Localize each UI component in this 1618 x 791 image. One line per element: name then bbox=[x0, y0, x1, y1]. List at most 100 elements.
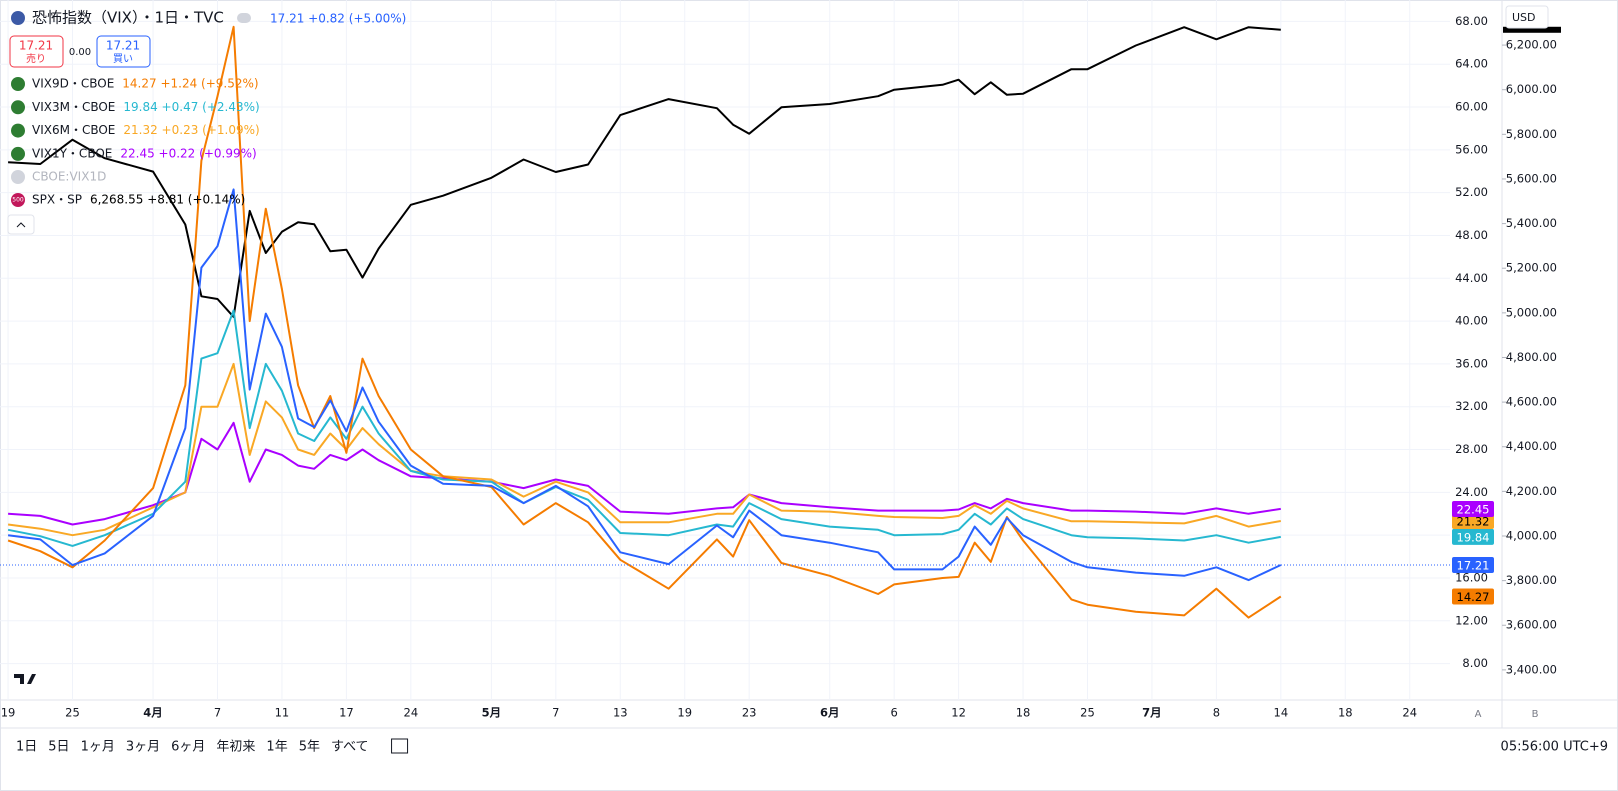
scale-button[interactable]: A bbox=[1475, 709, 1482, 720]
x-tick-label: 24 bbox=[404, 706, 419, 720]
range-button[interactable]: 6ヶ月 bbox=[171, 740, 205, 755]
range-button[interactable]: 5日 bbox=[48, 740, 69, 755]
legend-name: VIX3M・CBOE bbox=[32, 100, 115, 114]
x-tick-label: 18 bbox=[1016, 706, 1031, 720]
legend: 恐怖指数（VIX）・1日・TVC 17.21 +0.82 (+5.00%) 17.2… bbox=[7, 9, 406, 235]
price-tag bbox=[1503, 26, 1561, 33]
x-tick-label: 6月 bbox=[820, 706, 840, 720]
y2-tick-label: 5,000.00 bbox=[1506, 305, 1557, 319]
range-button[interactable]: 1日 bbox=[16, 740, 37, 755]
legend-icon bbox=[11, 146, 25, 161]
sell-label: 売り bbox=[26, 52, 46, 65]
x-tick-label: 17 bbox=[339, 706, 354, 720]
legend-quote: 6,268.55 +8.81 (+0.14%) bbox=[90, 193, 245, 207]
series-line bbox=[7, 25, 1282, 619]
y-tick-label: 8.00 bbox=[1462, 656, 1488, 670]
x-tick-label: 14 bbox=[1274, 706, 1289, 720]
legend-name: VIX1Y・CBOE bbox=[32, 146, 112, 160]
series-line bbox=[8, 26, 1281, 318]
currency-box[interactable] bbox=[1505, 5, 1549, 29]
buy-button[interactable] bbox=[96, 35, 151, 68]
range-button[interactable]: 年初来 bbox=[216, 740, 255, 755]
y2-tick-label: 4,400.00 bbox=[1506, 439, 1557, 453]
logo-mark bbox=[14, 674, 36, 684]
x-tick-label: 19 bbox=[1, 706, 16, 720]
price-tag bbox=[1452, 557, 1494, 574]
collapse-icon bbox=[16, 222, 26, 228]
toolbar: USD 1日 5日 1ヶ月 3ヶ月 6ヶ月 年初来 1年 5年 すべて 05:56:00 UTC+9… bbox=[14, 5, 1608, 755]
collapse-button[interactable] bbox=[7, 214, 35, 235]
x-tick-label: 24 bbox=[1402, 706, 1417, 720]
price-tag-label: 22.45 bbox=[1457, 502, 1490, 516]
sell-price: 17.21 bbox=[19, 39, 53, 53]
legend-icon bbox=[11, 100, 25, 115]
y-tick-label: 12.00 bbox=[1455, 613, 1488, 627]
y2-tick-label: 5,800.00 bbox=[1506, 127, 1557, 141]
series-line bbox=[8, 421, 1281, 526]
scale-button[interactable]: B bbox=[1532, 709, 1539, 720]
sell-button[interactable] bbox=[9, 35, 64, 68]
date-range-icon[interactable] bbox=[391, 738, 409, 754]
y2-tick-label: 4,000.00 bbox=[1506, 528, 1557, 542]
price-tag bbox=[1452, 513, 1494, 530]
price-tag-label: 21.32 bbox=[1457, 515, 1490, 529]
y2-tick-label: 3,400.00 bbox=[1506, 662, 1557, 676]
series-lines bbox=[0, 25, 1452, 619]
clock: 05:56:00 UTC+9 bbox=[1501, 740, 1608, 755]
y-tick-label: 40.00 bbox=[1455, 314, 1488, 328]
price-tag-label: 14.27 bbox=[1457, 590, 1490, 604]
y-tick-label: 48.00 bbox=[1455, 228, 1488, 242]
x-tick-label: 4月 bbox=[143, 706, 163, 720]
x-tick-label: 12 bbox=[951, 706, 966, 720]
legend-name: VIX6M・CBOE bbox=[32, 123, 115, 137]
legend-icon bbox=[11, 123, 25, 138]
range-button[interactable]: 3ヶ月 bbox=[126, 740, 160, 755]
y-tick-label: 68.00 bbox=[1455, 14, 1488, 28]
range-button[interactable]: すべて bbox=[331, 740, 369, 755]
y2-tick-label: 3,800.00 bbox=[1506, 573, 1557, 587]
buy-label: 買い bbox=[113, 53, 133, 65]
price-tag bbox=[1452, 500, 1494, 517]
range-button[interactable]: 5年 bbox=[299, 740, 320, 755]
y-tick-label: 60.00 bbox=[1455, 100, 1488, 114]
legend-name-hidden: CBOE:VIX1D bbox=[32, 170, 106, 184]
x-tick-label: 25 bbox=[65, 706, 80, 720]
currency: USD bbox=[1512, 11, 1536, 24]
y2-tick-label: 5,600.00 bbox=[1506, 171, 1557, 185]
x-tick-label: 6 bbox=[891, 706, 898, 720]
y2-tick-label: 6,000.00 bbox=[1506, 82, 1557, 96]
price-tag bbox=[1452, 588, 1494, 605]
x-tick-label: 7 bbox=[552, 706, 559, 720]
y-tick-label: 28.00 bbox=[1455, 442, 1488, 456]
symbol-title: 恐怖指数（VIX）・1日・TVC bbox=[32, 9, 224, 27]
legend-name: VIX9D・CBOE bbox=[32, 77, 114, 91]
legend-icon-label: 500 bbox=[12, 197, 24, 204]
x-tick-label: 19 bbox=[677, 706, 692, 720]
y-tick-label: 16.00 bbox=[1455, 570, 1488, 584]
symbol-quote: 17.21 +0.82 (+5.00%) bbox=[270, 12, 406, 26]
y2-tick-label: 6,200.00 bbox=[1506, 38, 1557, 52]
x-tick-label: 13 bbox=[613, 706, 628, 720]
x-tick-label: 7月 bbox=[1142, 706, 1162, 720]
series-line bbox=[7, 188, 1282, 582]
x-tick-label: 11 bbox=[275, 706, 290, 720]
y2-tick-label: 4,600.00 bbox=[1506, 395, 1557, 409]
x-tick-label: 23 bbox=[742, 706, 757, 720]
x-tick-label: 18 bbox=[1338, 706, 1353, 720]
y-tick-label: 56.00 bbox=[1455, 142, 1488, 156]
range-button[interactable]: 1ヶ月 bbox=[81, 740, 115, 755]
y2-tick-label: 5,400.00 bbox=[1506, 216, 1557, 230]
y2-tick-label: 3,600.00 bbox=[1506, 618, 1557, 632]
x-tick-label: 5月 bbox=[482, 706, 502, 720]
legend-icon bbox=[11, 170, 25, 184]
axes: 19 25 4月 7 11 17 24 5月 7 13 19 23 6月 6 12 18 25 7月 8 14 18 24… bbox=[1, 14, 1561, 720]
spread: 0.00 bbox=[69, 47, 91, 58]
y-tick-label: 44.00 bbox=[1455, 271, 1488, 285]
y-tick-label: 36.00 bbox=[1455, 356, 1488, 370]
legend-quote: 22.45 +0.22 (+0.99%) bbox=[120, 146, 256, 160]
range-button[interactable]: 1年 bbox=[266, 740, 287, 755]
y-tick-label: 52.00 bbox=[1455, 185, 1488, 199]
y2-tick-label: 4,200.00 bbox=[1506, 484, 1557, 498]
